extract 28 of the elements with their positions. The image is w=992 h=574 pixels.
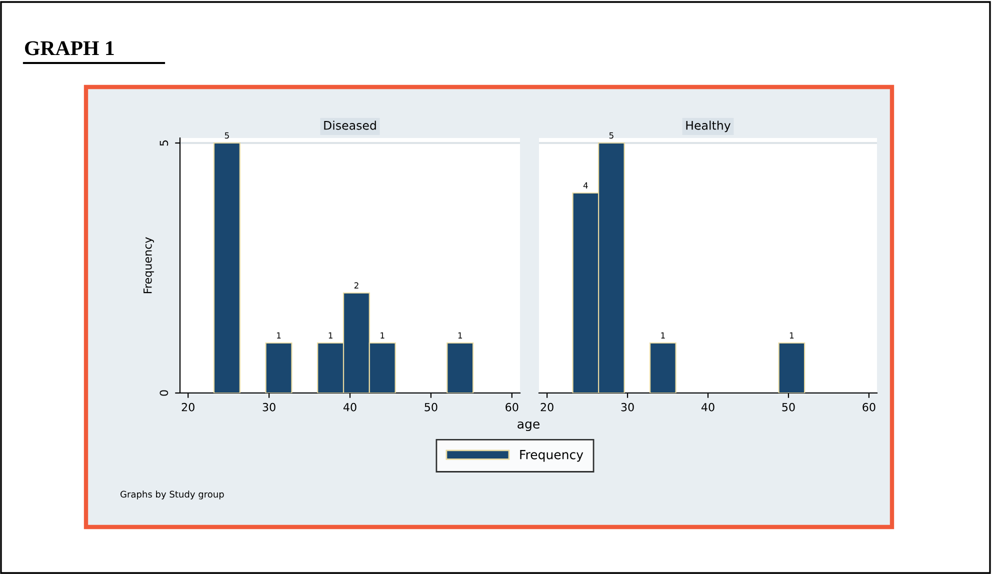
data-label: 5 xyxy=(224,132,229,139)
x-tick-label: 20 xyxy=(540,402,554,412)
data-label: 1 xyxy=(380,332,384,338)
x-tick-label: 40 xyxy=(343,402,356,412)
data-label: 1 xyxy=(790,332,794,338)
x-tick-label: 50 xyxy=(424,402,438,412)
legend-label: Frequency xyxy=(520,450,584,462)
data-label: 1 xyxy=(328,332,332,338)
data-label: 5 xyxy=(609,132,614,139)
x-axis-title: age xyxy=(518,421,540,432)
data-label: 1 xyxy=(661,332,665,338)
data-label: 1 xyxy=(277,332,281,338)
data-label: 1 xyxy=(458,332,462,338)
data-label: 4 xyxy=(583,182,588,188)
x-tick-label: 20 xyxy=(182,402,194,412)
chart-title: Diseased xyxy=(324,120,376,130)
caption: GRAPH 1 xyxy=(25,41,114,56)
text: Graphs by Study group xyxy=(120,490,224,500)
x-tick-label: 60 xyxy=(506,402,518,412)
x-tick-label: 60 xyxy=(862,402,876,412)
data-label: 2 xyxy=(354,282,358,288)
y-axis-title: Frequency xyxy=(144,237,154,294)
x-tick-label: 40 xyxy=(701,402,714,412)
x-tick-label: 50 xyxy=(782,402,795,412)
x-tick-label: 30 xyxy=(621,402,634,412)
x-tick-label: 30 xyxy=(262,402,276,412)
y-tick-label: 0 xyxy=(160,390,168,396)
chart-title: Healthy xyxy=(686,120,731,132)
